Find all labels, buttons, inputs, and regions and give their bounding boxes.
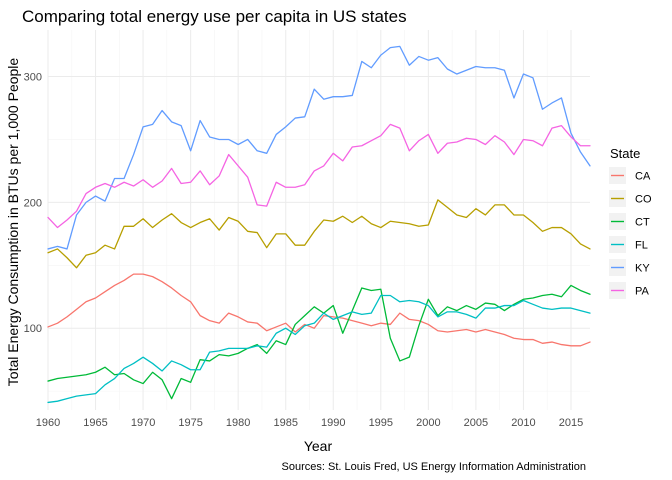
- x-tick-label: 1980: [226, 417, 250, 429]
- chart-title: Comparing total energy use per capita in…: [22, 7, 407, 26]
- series-line-fl: [47, 294, 591, 404]
- series-line-ky: [47, 45, 591, 250]
- series-line-co: [47, 199, 591, 269]
- legend-label-fl: FL: [635, 240, 648, 252]
- x-axis-title: Year: [304, 438, 333, 454]
- x-axis-ticks: 1960 1965 1970 1975 1980 1985 1990 1995 2000 2005…: [36, 417, 583, 429]
- x-tick-label: 1965: [83, 417, 107, 429]
- plot-area: [47, 30, 591, 410]
- x-tick-label: 1960: [36, 417, 60, 429]
- x-tick-label: 1990: [321, 417, 345, 429]
- y-tick-label: 100: [24, 323, 42, 335]
- x-tick-label: 2000: [416, 417, 440, 429]
- y-axis-title: Total Energy Consumption in BTUs per 1,0…: [5, 58, 21, 387]
- legend-items: CA CO CT FL KY PA: [609, 167, 652, 299]
- x-tick-label: 2005: [464, 417, 488, 429]
- minor-gridlines: [48, 30, 590, 410]
- legend: State CA CO CT FL KY PA: [609, 146, 652, 299]
- x-tick-label: 2015: [559, 417, 583, 429]
- legend-label-ca: CA: [635, 171, 651, 183]
- x-tick-label: 1985: [273, 417, 297, 429]
- legend-title: State: [610, 146, 640, 161]
- y-tick-label: 300: [24, 72, 42, 84]
- x-tick-label: 1995: [369, 417, 393, 429]
- series-line-ca: [47, 273, 591, 347]
- chart-caption: Sources: St. Louis Fred, US Energy Infor…: [282, 461, 586, 473]
- legend-label-pa: PA: [635, 286, 650, 298]
- y-tick-label: 200: [24, 197, 42, 209]
- x-tick-label: 1970: [131, 417, 155, 429]
- y-axis-ticks: 100 200 300: [24, 72, 42, 336]
- x-tick-label: 1975: [178, 417, 202, 429]
- major-gridlines: [47, 30, 590, 410]
- x-tick-label: 2010: [511, 417, 535, 429]
- series-line-pa: [47, 123, 591, 229]
- legend-label-co: CO: [635, 194, 652, 206]
- legend-label-ky: KY: [635, 263, 650, 275]
- legend-label-ct: CT: [635, 217, 650, 229]
- series-lines: [47, 45, 591, 404]
